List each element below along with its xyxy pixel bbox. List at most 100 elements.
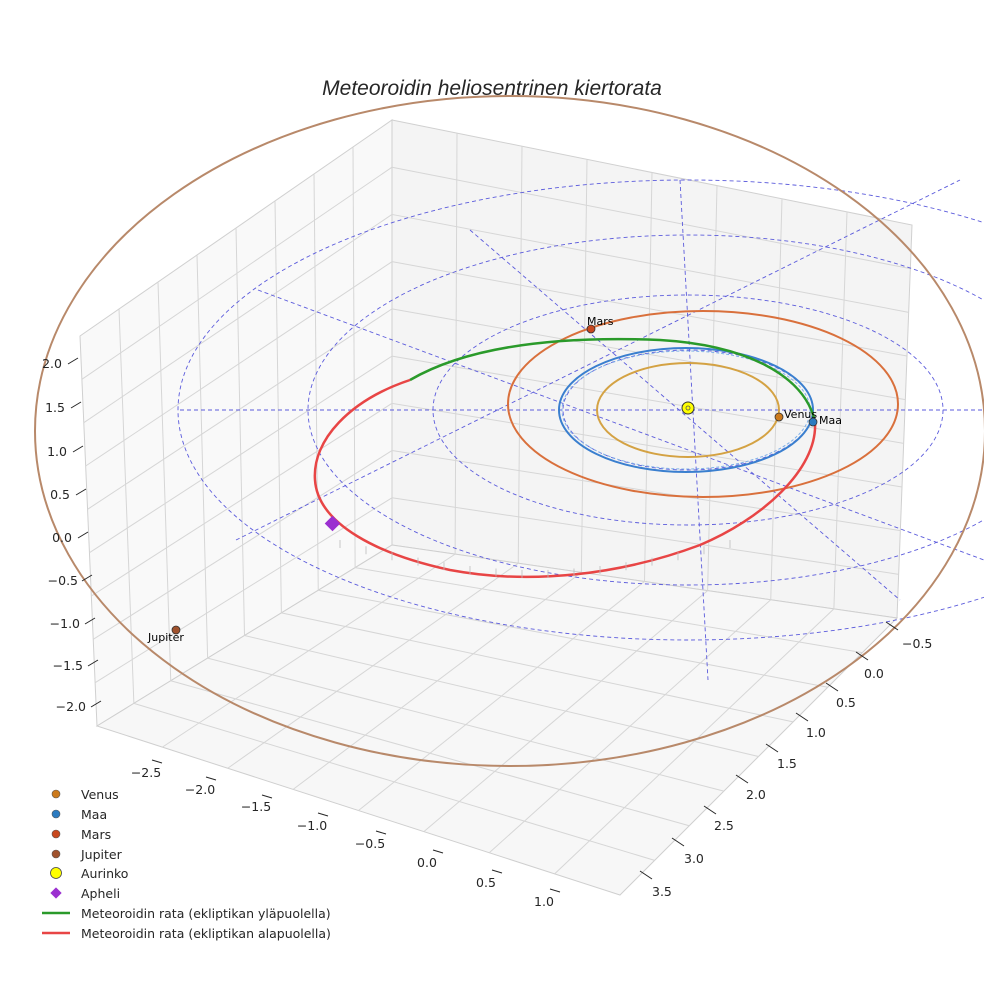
y-tick-label: 1.0 [806,725,826,740]
legend-marker [51,849,61,859]
right-grid-line [454,133,458,555]
y-tick-label: 2.5 [714,818,734,833]
chart-title: Meteoroidin heliosentrinen kiertorata [322,77,662,100]
legend-item-trajectory-above: Meteoroidin rata (ekliptikan yläpuolella… [42,906,331,921]
x-tick-mark [491,869,503,874]
y-tick-mark [855,651,869,661]
orbit-layer [34,95,984,767]
x-tick-label: −2.0 [185,782,215,797]
venus-label: Venus [784,408,817,421]
legend-label: Mars [81,827,111,842]
z-tick-mark [81,574,93,582]
earth-label: Maa [819,414,842,427]
floor-grid-line [358,581,645,811]
z-tick-label: 2.0 [42,356,62,371]
y-tick-label: 3.0 [684,851,704,866]
legend-item-venus: Venus [51,787,119,802]
legend-item-maa: Maa [51,807,107,822]
back-grid-line [274,200,282,613]
trajectory-above-ecliptic [409,337,817,423]
legend-label: Meteoroidin rata (ekliptikan yläpuolella… [81,906,331,921]
back-grid-line [313,173,319,591]
y-tick-mark [765,743,779,753]
ecliptic-ring [177,179,984,641]
right-grid-line [517,146,523,564]
back-grid-line [196,254,209,659]
y-tick-mark [671,837,685,847]
tick-marks [67,357,899,893]
x-tick-mark [549,888,561,893]
x-tick-label: −1.5 [241,799,271,814]
back-grid-line [118,308,135,704]
y-tick-mark [639,870,653,880]
legend-marker [50,887,62,899]
venus-orbit [596,362,780,458]
meteoroid-trajectory [313,337,817,579]
z-tick-mark [72,445,84,453]
y-tick-mark [885,621,899,631]
x-tick-label: 1.0 [534,894,554,909]
x-tick-mark [261,794,273,799]
right-grid-line [580,159,588,573]
z-tick-mark [67,357,79,365]
y-tick-mark [703,805,717,815]
z-tick-mark [84,617,96,625]
y-tick-label: 3.5 [652,884,672,899]
floor-grid-line [281,612,794,723]
back-grid-line [157,281,172,681]
floor-grid-line [488,599,772,854]
z-tick-mark [75,488,87,496]
z-tick-label: −1.0 [50,616,80,631]
x-tick-label: −1.0 [297,818,327,833]
floor-grid-line [554,608,835,875]
earth-orbit [558,347,814,473]
earth-marker [808,417,818,427]
z-tick-label: −0.5 [48,573,78,588]
legend-marker [51,809,61,819]
celestial-bodies: Venus Maa Mars Jupiter [147,315,842,644]
jupiter-label: Jupiter [147,631,184,644]
x-tick-mark [151,759,163,764]
z-tick-label: 0.5 [50,487,70,502]
x-tick-mark [205,776,217,781]
z-tick-label: 1.5 [45,400,65,415]
z-tick-mark [70,401,82,409]
back-grid-line [235,227,245,636]
ecliptic-spoke [469,229,901,601]
legend-label: Jupiter [80,847,123,862]
x-tick-label: 0.0 [417,855,437,870]
legend-label: Venus [81,787,119,802]
venus-marker [774,412,784,422]
y-tick-label: 0.0 [864,666,884,681]
y-tick-label: 0.5 [836,695,856,710]
y-tick-mark [735,774,749,784]
sun-core [685,405,691,411]
legend-label: Meteoroidin rata (ekliptikan alapuolella… [81,926,331,941]
z-tick-label: 0.0 [52,530,72,545]
x-tick-label: −2.5 [131,765,161,780]
y-tick-mark [795,712,809,722]
back-grid-line [352,146,356,568]
y-tick-label: 1.5 [777,756,797,771]
mars-orbit [507,310,899,498]
mars-marker [586,324,596,334]
x-tick-mark [375,830,387,835]
legend-item-trajectory-below: Meteoroidin rata (ekliptikan alapuolella… [42,926,331,941]
legend-marker [51,829,61,839]
x-tick-label: 0.5 [476,875,496,890]
ecliptic-ring [307,234,984,586]
legend-item-aurinko: Aurinko [50,866,128,881]
legend-marker [50,867,62,879]
jupiter-marker [171,625,181,635]
y-tick-label: −0.5 [902,636,932,651]
x-tick-mark [317,812,329,817]
z-tick-label: −2.0 [56,699,86,714]
floor-pane [95,544,899,896]
right-grid-line [707,185,718,591]
axis-ticks: 2.0 1.5 1.0 0.5 0.0 −0.5 −1.0 −1.5 −2.0 … [42,356,932,909]
axes-box [79,119,913,896]
z-axis: 2.0 1.5 1.0 0.5 0.0 −0.5 −1.0 −1.5 −2.0 [42,356,86,714]
z-tick-mark [90,700,102,708]
legend-item-apheli: Apheli [50,886,120,901]
